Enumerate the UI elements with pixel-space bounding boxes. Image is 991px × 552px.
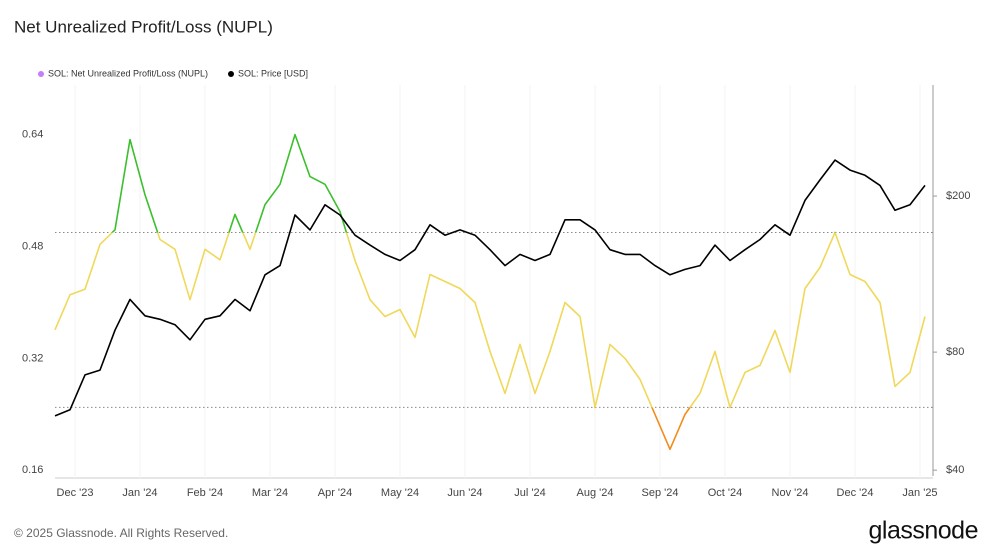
y2-tick-label: $40 [946,464,964,476]
x-tick-label: Feb '24 [187,487,223,499]
chart-title: Net Unrealized Profit/Loss (NUPL) [14,17,273,36]
x-tick-label: Aug '24 [577,487,614,499]
x-tick-label: Apr '24 [318,487,353,499]
x-tick-label: Sep '24 [642,487,679,499]
x-tick-label: Jan '24 [122,487,157,499]
brand-logo: glassnode [869,517,978,545]
x-tick-label: Jan '25 [902,487,937,499]
legend-label: SOL: Net Unrealized Profit/Loss (NUPL) [48,68,208,78]
legend-dot [38,71,44,77]
legend-dot [228,71,234,77]
x-tick-label: Oct '24 [708,487,743,499]
footer: © 2025 Glassnode. All Rights Reserved. [14,526,228,540]
x-tick-label: Jul '24 [514,487,545,499]
y-tick-label: 0.16 [22,464,43,476]
price-line [54,159,926,417]
y-tick-label: 0.64 [22,129,43,141]
x-tick-label: Dec '23 [57,487,94,499]
x-tick-label: Nov '24 [772,487,809,499]
legend-label: SOL: Price [USD] [238,68,308,78]
y2-tick-label: $200 [946,190,970,202]
x-tick-label: Dec '24 [837,487,874,499]
y2-tick-label: $80 [946,346,964,358]
nupl-line [54,133,926,451]
y-tick-label: 0.48 [22,240,43,252]
x-tick-label: Jun '24 [447,487,482,499]
x-tick-label: May '24 [381,487,419,499]
y-tick-label: 0.32 [22,352,43,364]
x-tick-label: Mar '24 [252,487,288,499]
